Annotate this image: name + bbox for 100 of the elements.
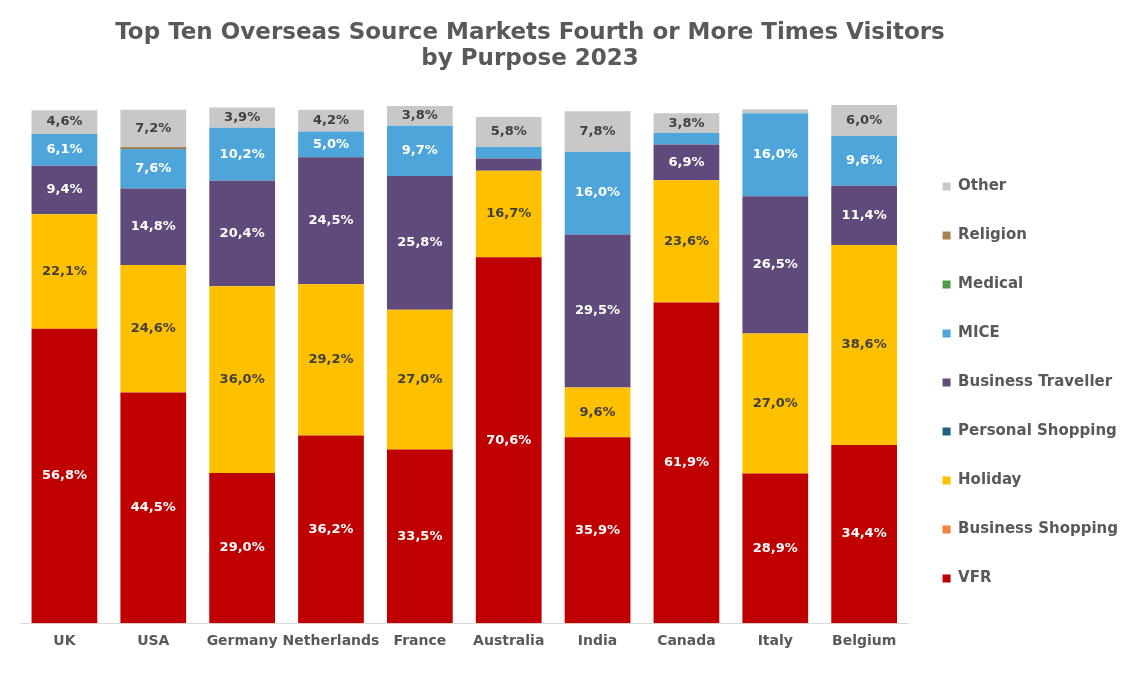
data-label: 26,5% [752,256,798,272]
bar [475,158,542,171]
bar [298,435,364,624]
data-label: 25,8% [397,234,443,250]
bar [209,472,276,624]
legend-label: Religion [958,225,1027,244]
bar [31,134,98,166]
data-label: 16,7% [486,205,532,221]
data-label: 11,4% [841,206,887,222]
x-tick-label: Italy [757,632,793,649]
legend-label: Holiday [958,470,1022,489]
data-label: 24,5% [308,212,354,228]
data-label: 4,2% [312,111,350,127]
data-label: 33,5% [397,527,443,543]
legend-label: MICE [958,323,1000,342]
data-label: 6,1% [46,141,83,157]
data-label: 56,8% [41,467,87,483]
bar [120,188,187,266]
legend-label: Business Traveller [958,372,1113,391]
bar [831,185,898,245]
x-tick-label: UK [53,632,77,649]
data-label: 9,6% [846,152,883,168]
x-tick-label: Belgium [831,632,897,649]
bar [564,437,631,624]
data-label: 3,8% [401,107,438,123]
legend-label: Business Shopping [958,519,1119,538]
data-label: 5,0% [312,135,350,151]
x-tick-label: France [393,632,447,649]
data-label: 20,4% [219,224,265,240]
legend-label: VFR [958,568,992,587]
legend-label: Medical [958,274,1024,293]
data-label: 3,9% [224,109,261,125]
bar [120,392,187,624]
bar [475,116,542,147]
bar [298,157,364,285]
bar [120,265,187,393]
bar [831,444,898,624]
bar [209,180,276,287]
bar [209,286,276,473]
x-tick-label: USA [137,632,170,649]
data-label: 14,8% [130,218,176,234]
bar [209,127,276,181]
bar [564,111,631,152]
legend-label: Personal Shopping [958,421,1117,440]
x-tick-label: Canada [657,632,716,649]
data-label: 23,6% [663,232,709,248]
bar [386,309,453,450]
bar [831,105,898,137]
data-label: 10,2% [219,145,265,161]
data-label: 70,6% [486,431,532,447]
data-label: 27,0% [752,394,798,410]
data-label: 27,0% [397,371,443,387]
bar [653,302,720,624]
data-label: 24,6% [130,320,176,336]
data-label: 22,1% [41,262,87,278]
data-label: 29,0% [219,539,265,555]
bar [742,333,809,474]
bar [120,149,187,189]
bar [31,328,98,624]
bar [120,146,187,150]
bar [742,113,809,197]
bar [120,109,187,147]
data-label: 4,6% [46,113,83,129]
x-tick-label: Germany [206,632,278,649]
bar [31,165,98,215]
data-label: 36,0% [219,371,265,387]
x-tick-label: India [577,632,618,649]
data-label: 29,2% [308,351,354,367]
bar [831,244,898,445]
data-label: 35,9% [575,521,621,537]
bar [653,132,720,145]
data-label: 9,4% [46,181,83,197]
x-tick-label: Netherlands [282,632,380,649]
data-label: 61,9% [663,454,709,470]
bar [386,125,453,176]
bar [653,180,720,303]
data-label: 44,5% [130,499,176,515]
data-label: 7,2% [135,119,172,135]
bar [386,175,453,310]
bar [564,387,631,438]
data-label: 29,5% [575,302,621,318]
data-label: 7,6% [135,160,172,176]
bar [475,257,542,624]
bar [386,449,453,624]
data-label: 9,7% [401,142,438,158]
data-label: 6,9% [668,153,705,169]
bar [298,284,364,436]
data-label: 3,8% [668,114,705,130]
bar [742,196,809,334]
data-label: 16,0% [752,146,798,162]
legend-label: Other [958,176,1007,195]
data-label: 6,0% [846,111,883,127]
bar [475,170,542,258]
bar [742,109,809,114]
data-label: 16,0% [575,184,621,200]
data-label: 34,4% [841,525,887,541]
x-tick-label: Australia [473,632,545,649]
data-label: 7,8% [579,122,616,138]
bar [564,234,631,388]
bar [742,473,809,624]
